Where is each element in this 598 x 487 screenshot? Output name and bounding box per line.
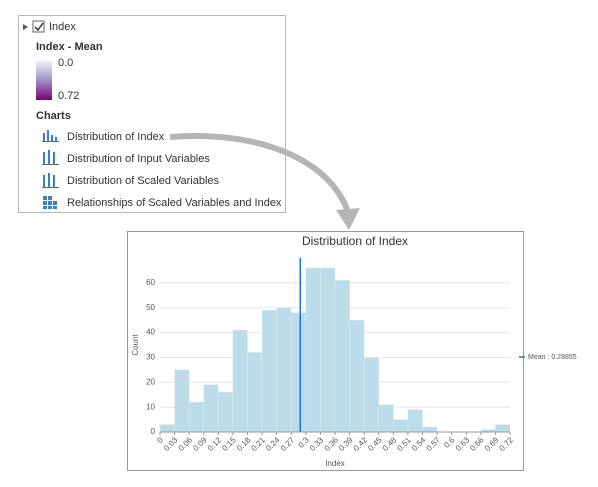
bar	[203, 384, 219, 433]
chart-item[interactable]: Relationships of Scaled Variables and In…	[67, 197, 282, 209]
bar	[378, 404, 394, 433]
y-tick-label: 20	[146, 377, 155, 386]
y-tick-label: 50	[146, 303, 155, 312]
arrow-head	[336, 208, 360, 230]
ramp-min: 0.0	[58, 57, 73, 69]
bar	[495, 424, 511, 433]
legend-title: Index - Mean	[36, 41, 103, 53]
y-tick-label: 60	[146, 278, 155, 287]
bar	[247, 352, 263, 433]
y-tick-label: 0	[151, 427, 156, 436]
x-axis-label: Index	[325, 459, 345, 468]
y-tick-label: 10	[146, 402, 155, 411]
bar	[393, 419, 409, 433]
bar	[232, 329, 248, 433]
charts-heading: Charts	[36, 110, 71, 122]
chart-icons	[42, 130, 59, 209]
contents-panel	[18, 15, 286, 213]
y-axis-label: Count	[131, 334, 140, 356]
bar	[422, 426, 438, 433]
y-tick-label: 30	[146, 353, 155, 362]
bar	[159, 424, 175, 433]
bar	[320, 267, 336, 433]
chart-item[interactable]: Distribution of Index	[67, 131, 165, 143]
layer-name[interactable]: Index	[49, 21, 76, 33]
bar	[334, 280, 350, 433]
bar	[305, 267, 321, 433]
bar	[174, 369, 190, 433]
bar	[276, 307, 292, 433]
bar	[218, 391, 234, 433]
expand-arrow[interactable]	[23, 24, 28, 30]
x-tick-label: 0	[155, 435, 165, 445]
bar	[363, 357, 379, 433]
callout-arrow	[169, 133, 351, 214]
layer-checkbox[interactable]	[32, 20, 45, 33]
chart-title: Distribution of Index	[302, 234, 408, 248]
color-ramp	[36, 58, 52, 100]
chart-item[interactable]: Distribution of Input Variables	[67, 153, 210, 165]
y-tick-label: 40	[146, 328, 155, 337]
ramp-max: 0.72	[58, 90, 79, 102]
bar	[261, 309, 277, 433]
bar	[291, 312, 307, 433]
bar	[188, 401, 205, 433]
check	[34, 22, 44, 32]
bar	[349, 319, 365, 433]
legend-label: Mean : 0.28855	[528, 354, 577, 361]
bar	[407, 409, 423, 433]
chart-item[interactable]: Distribution of Scaled Variables	[67, 175, 220, 187]
